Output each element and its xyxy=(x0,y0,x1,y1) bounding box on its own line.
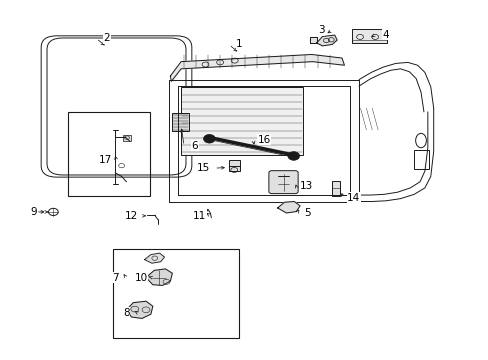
Text: 7: 7 xyxy=(112,273,119,283)
Text: 14: 14 xyxy=(346,193,360,203)
Bar xyxy=(351,30,386,43)
Polygon shape xyxy=(277,202,300,213)
Bar xyxy=(172,113,189,131)
Circle shape xyxy=(287,152,299,160)
Text: 9: 9 xyxy=(30,207,37,217)
Text: 12: 12 xyxy=(124,211,138,221)
Text: 5: 5 xyxy=(304,208,310,218)
Text: 13: 13 xyxy=(300,181,313,191)
Circle shape xyxy=(203,134,215,143)
Bar xyxy=(228,160,239,171)
Text: 15: 15 xyxy=(197,163,210,173)
Text: 11: 11 xyxy=(193,211,206,221)
Text: 1: 1 xyxy=(236,40,243,49)
Bar xyxy=(68,112,150,196)
Text: 17: 17 xyxy=(99,155,112,165)
Text: 3: 3 xyxy=(318,25,324,35)
Polygon shape xyxy=(146,269,172,285)
Text: 10: 10 xyxy=(134,273,147,283)
Text: 2: 2 xyxy=(103,33,110,43)
Polygon shape xyxy=(126,301,153,319)
Bar xyxy=(113,249,238,338)
Text: 6: 6 xyxy=(191,141,198,151)
Bar xyxy=(413,149,428,169)
Polygon shape xyxy=(316,35,336,46)
Bar xyxy=(122,135,131,141)
Text: 4: 4 xyxy=(382,30,388,40)
Text: 8: 8 xyxy=(123,308,129,318)
Polygon shape xyxy=(170,54,344,81)
Polygon shape xyxy=(144,253,164,263)
Text: 16: 16 xyxy=(257,135,270,145)
FancyBboxPatch shape xyxy=(268,171,298,194)
Bar xyxy=(181,87,303,155)
Polygon shape xyxy=(310,37,316,43)
Bar xyxy=(331,181,339,196)
